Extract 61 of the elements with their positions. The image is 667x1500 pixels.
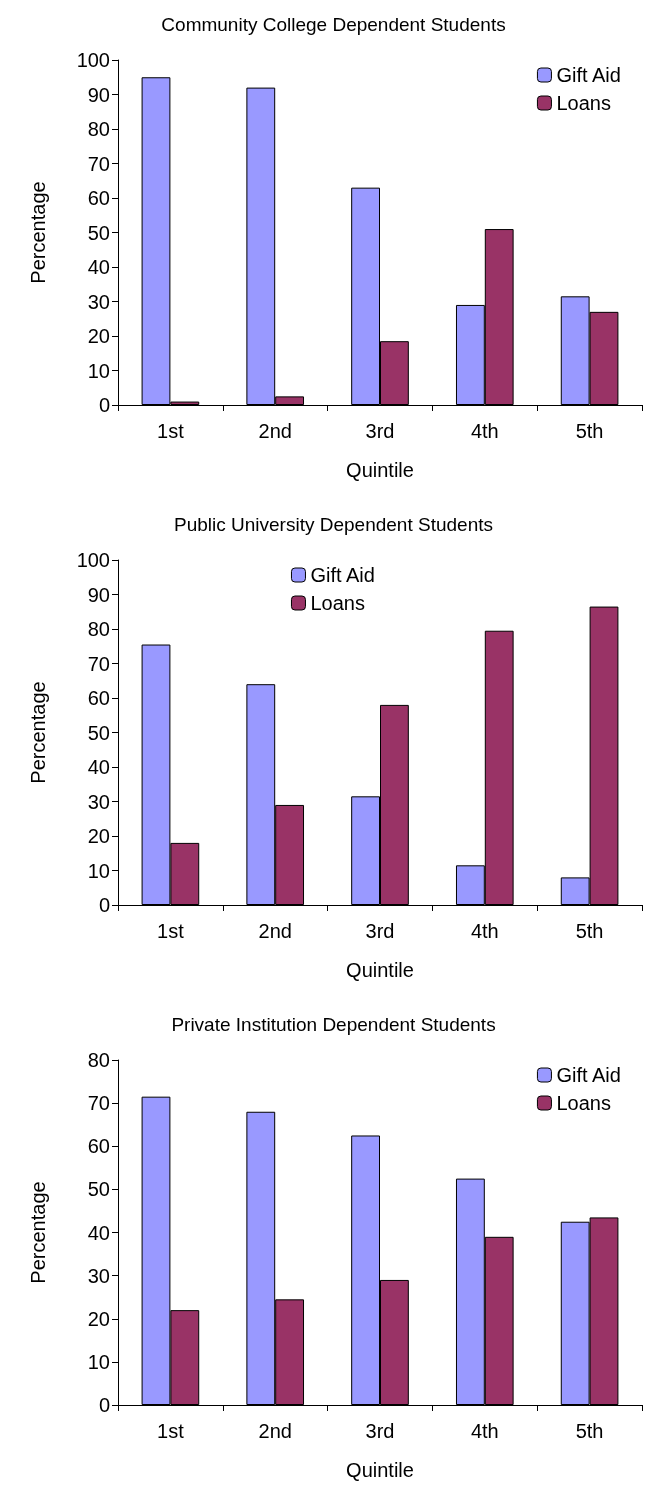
x-tick-label: 2nd [258, 1420, 292, 1442]
y-tick-label: 40 [87, 256, 110, 278]
y-tick-label: 50 [87, 721, 110, 744]
x-tick-label: 4th [470, 1420, 499, 1442]
x-tick-label: 4th [470, 420, 499, 442]
legend-label: Loans [556, 92, 611, 114]
y-tick-label: 50 [87, 1178, 110, 1201]
x-tick-label: 5th [575, 1420, 604, 1442]
x-axis-title: Quintile [346, 459, 414, 481]
y-tick-label: 60 [87, 687, 110, 709]
chart-title: Community College Dependent Students [161, 14, 506, 35]
y-tick-label: 70 [87, 652, 110, 675]
y-axis-title: Percentage [27, 181, 49, 284]
y-tick-label: 70 [87, 1092, 110, 1115]
legend-label: Loans [556, 1092, 611, 1114]
y-tick-label: 10 [87, 359, 110, 382]
y-axis-title: Percentage [27, 681, 49, 784]
x-tick-label: 3rd [365, 1420, 395, 1442]
y-tick-label: 30 [87, 790, 110, 813]
y-tick-label: 60 [87, 1135, 110, 1158]
y-tick-label: 90 [87, 83, 110, 106]
y-tick-label: 10 [87, 1350, 110, 1373]
y-tick-label: 100 [76, 549, 110, 571]
legend-label: Loans [310, 592, 365, 614]
x-tick-label: 4th [470, 920, 499, 942]
y-tick-label: 80 [87, 118, 110, 140]
x-tick-label: 1st [157, 1420, 185, 1442]
chart-title: Public University Dependent Students [174, 514, 493, 535]
y-tick-label: 70 [87, 152, 110, 175]
x-axis-title: Quintile [346, 1459, 414, 1481]
y-tick-label: 60 [87, 187, 110, 209]
x-axis-title: Quintile [346, 959, 414, 981]
y-tick-label: 80 [87, 1049, 110, 1071]
y-tick-label: 0 [98, 394, 110, 416]
x-tick-label: 3rd [365, 920, 395, 942]
chart-title: Private Institution Dependent Students [171, 1014, 496, 1035]
y-tick-label: 40 [87, 1221, 110, 1244]
y-tick-label: 100 [76, 49, 110, 71]
y-tick-label: 30 [87, 1264, 110, 1287]
y-tick-label: 80 [87, 618, 110, 640]
y-tick-label: 0 [98, 894, 110, 916]
x-tick-label: 3rd [365, 420, 395, 442]
y-tick-label: 10 [87, 859, 110, 882]
y-tick-label: 90 [87, 583, 110, 606]
y-tick-label: 20 [87, 1307, 110, 1330]
y-tick-label: 40 [87, 756, 110, 778]
x-tick-label: 5th [575, 920, 604, 942]
legend-label: Gift Aid [556, 1064, 621, 1086]
x-tick-label: 2nd [258, 420, 292, 442]
y-tick-label: 30 [87, 290, 110, 313]
legend-label: Gift Aid [556, 64, 621, 86]
y-tick-label: 0 [98, 1394, 110, 1416]
y-tick-label: 50 [87, 221, 110, 244]
x-tick-label: 2nd [258, 920, 292, 942]
y-tick-label: 20 [87, 325, 110, 347]
y-axis-title: Percentage [27, 1181, 49, 1284]
x-tick-label: 5th [575, 420, 604, 442]
x-tick-label: 1st [157, 420, 185, 442]
y-tick-label: 20 [87, 825, 110, 847]
x-tick-label: 1st [157, 920, 185, 942]
legend-label: Gift Aid [310, 564, 375, 586]
